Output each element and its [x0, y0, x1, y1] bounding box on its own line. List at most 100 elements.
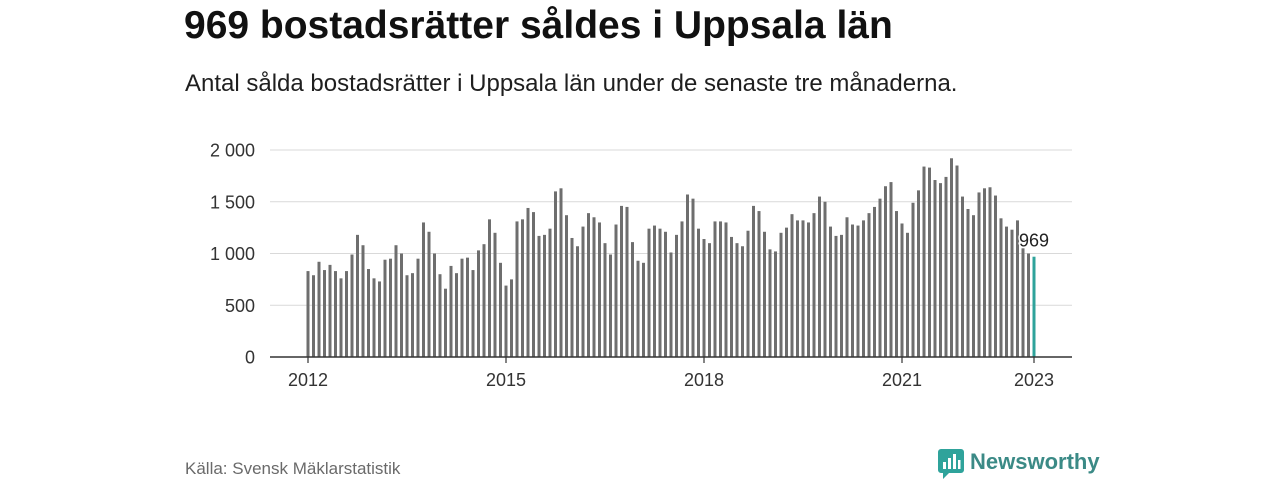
bar: [581, 226, 585, 357]
bar: [554, 191, 557, 357]
bar: [631, 242, 634, 357]
y-axis: 2 000 1 500 1 000 500 0: [210, 141, 255, 368]
newsworthy-logo-icon: [938, 449, 964, 479]
bar: [757, 211, 761, 357]
y-tick-label: 2 000: [210, 141, 255, 161]
bar: [543, 234, 546, 357]
chart-title: 969 bostadsrätter såldes i Uppsala län: [184, 4, 893, 47]
bar: [620, 205, 623, 357]
bar: [818, 196, 821, 357]
bar: [521, 219, 524, 357]
bar: [614, 224, 618, 357]
bar: [433, 253, 436, 357]
bar: [829, 226, 832, 357]
bar: [449, 265, 453, 357]
bar: [983, 188, 986, 357]
chart-svg: 2 000 1 500 1 000 500 0 2012 2015 2018 2021 2023…: [210, 141, 1072, 390]
bar: [1016, 220, 1019, 357]
bar: [675, 234, 678, 357]
bar: [961, 196, 964, 357]
bar: [724, 222, 728, 357]
bar: [334, 271, 337, 357]
bar: [994, 195, 997, 357]
bar: [790, 214, 794, 357]
bar: [565, 215, 568, 357]
x-tick-label: 2015: [486, 370, 526, 390]
bar: [1027, 253, 1030, 357]
bar: [911, 202, 915, 357]
bar: [840, 234, 843, 357]
bar: [367, 269, 370, 357]
bar: [735, 243, 739, 357]
bar: [400, 253, 403, 357]
bar: [834, 235, 838, 357]
bar: [900, 223, 904, 357]
x-axis: 2012 2015 2018 2021 2023: [270, 356, 1072, 390]
latest-value-label: 969: [1019, 231, 1049, 251]
bar: [796, 220, 799, 357]
bar: [966, 209, 970, 357]
bar: [697, 228, 700, 357]
bar: [1021, 248, 1025, 357]
bar: [411, 273, 414, 357]
bar: [741, 246, 744, 357]
bar: [950, 158, 953, 357]
bar: [389, 258, 392, 357]
bar: [719, 221, 722, 357]
bar: [460, 258, 464, 357]
bar: [328, 264, 332, 357]
bar: [988, 187, 992, 357]
y-tick-label: 1 000: [210, 244, 255, 264]
bar: [807, 222, 810, 357]
bar: [867, 213, 871, 357]
bar: [625, 206, 629, 357]
bar: [405, 275, 409, 357]
bar: [862, 220, 865, 357]
bar: [878, 198, 882, 357]
bar: [1010, 229, 1014, 357]
bar: [532, 212, 535, 357]
bar: [647, 228, 651, 357]
bar: [609, 254, 612, 357]
bar: [856, 225, 860, 357]
bar: [730, 236, 733, 357]
bar: [477, 250, 480, 357]
bar: [576, 246, 579, 357]
bar: [504, 285, 508, 357]
bar: [873, 206, 876, 357]
bar: [999, 218, 1003, 357]
bar: [977, 192, 981, 357]
bar-latest: [1032, 256, 1036, 357]
bar: [669, 252, 673, 357]
bar: [361, 245, 365, 357]
bar: [752, 205, 755, 357]
bar: [884, 186, 887, 357]
brand-logo: Newsworthy: [938, 449, 1100, 479]
bar: [801, 220, 805, 357]
bar: [603, 243, 607, 357]
bar: [598, 222, 601, 357]
bar: [812, 213, 816, 357]
bar: [427, 231, 431, 357]
bar: [499, 262, 502, 357]
brand-name: Newsworthy: [970, 449, 1100, 474]
bar: [922, 166, 926, 357]
bar: [1005, 226, 1008, 357]
bar: [713, 221, 717, 357]
bar: [664, 231, 667, 357]
bar: [928, 167, 931, 357]
bar: [438, 274, 442, 357]
bar: [939, 183, 942, 357]
bar: [895, 211, 898, 357]
y-tick-label: 1 500: [210, 192, 255, 212]
bar: [686, 194, 689, 357]
y-tick-label: 500: [225, 296, 255, 316]
bar: [851, 224, 854, 357]
bar: [653, 225, 656, 357]
x-tick-label: 2023: [1014, 370, 1054, 390]
bar: [548, 228, 552, 357]
bar: [444, 288, 447, 357]
bar: [845, 217, 849, 357]
bar: [488, 219, 491, 357]
bar: [944, 176, 948, 357]
